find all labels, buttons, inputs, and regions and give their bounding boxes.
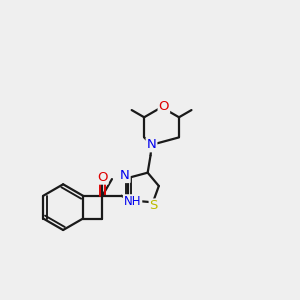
Text: S: S: [150, 200, 158, 212]
Text: N: N: [120, 169, 130, 182]
Text: O: O: [159, 100, 169, 113]
Text: O: O: [97, 171, 108, 184]
Text: N: N: [147, 138, 156, 151]
Text: NH: NH: [124, 195, 141, 208]
